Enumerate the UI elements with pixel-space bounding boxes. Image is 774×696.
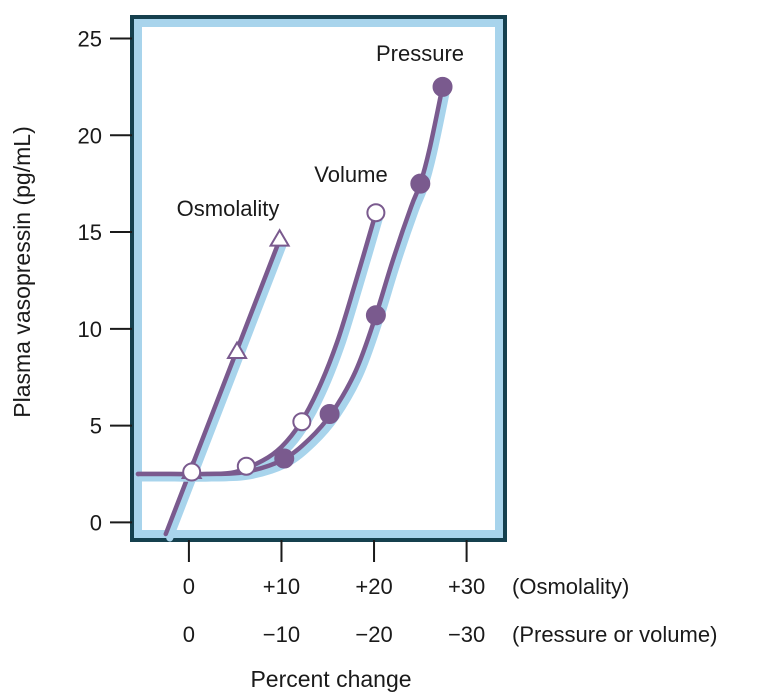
data-point-pressure-3 bbox=[365, 305, 386, 326]
data-point-pressure-1 bbox=[274, 448, 295, 469]
data-point-pressure-5 bbox=[432, 76, 453, 97]
series-label-osmolality: Osmolality bbox=[177, 196, 280, 221]
x-tick-label-row2-3: −20 bbox=[355, 622, 392, 647]
series-label-volume: Volume bbox=[314, 162, 387, 187]
y-axis: 0 5 10 15 20 25 bbox=[78, 26, 132, 535]
data-point-volume-2 bbox=[236, 456, 256, 476]
x-row-label-pressure-volume: (Pressure or volume) bbox=[512, 622, 717, 647]
x-row-label-osmolality: (Osmolality) bbox=[512, 574, 629, 599]
x-tick-label-row2-4: −30 bbox=[448, 622, 485, 647]
x-tick-label-row2-1: 0 bbox=[183, 622, 195, 647]
data-point-volume-3 bbox=[292, 412, 312, 432]
x-axis-title: Percent change bbox=[250, 666, 411, 692]
data-point-volume-4 bbox=[366, 203, 386, 223]
x-tick-label-row1-3: +20 bbox=[355, 574, 392, 599]
x-tick-label-row1-4: +30 bbox=[448, 574, 485, 599]
series-markers bbox=[180, 76, 453, 482]
series-halo-osmolality bbox=[166, 240, 288, 542]
x-tick-label-row1-1: 0 bbox=[183, 574, 195, 599]
data-point-volume-1 bbox=[182, 462, 202, 482]
data-point-osmolality-3 bbox=[268, 228, 291, 247]
y-tick-label-10: 10 bbox=[78, 317, 102, 342]
y-tick-label-5: 5 bbox=[90, 414, 102, 439]
series-label-pressure: Pressure bbox=[376, 41, 464, 66]
x-tick-label-row1-2: +10 bbox=[263, 574, 300, 599]
data-point-pressure-4 bbox=[410, 173, 431, 194]
y-axis-title: Plasma vasopressin (pg/mL) bbox=[9, 126, 35, 417]
series-line-osmolality bbox=[163, 237, 282, 537]
y-tick-label-15: 15 bbox=[78, 220, 102, 245]
y-tick-label-20: 20 bbox=[78, 123, 102, 148]
y-tick-label-0: 0 bbox=[90, 510, 102, 535]
y-tick-label-25: 25 bbox=[78, 26, 102, 51]
x-axis: 0 0 +10 −10 +20 −20 +30 −30 bbox=[183, 540, 485, 647]
x-tick-label-row2-2: −10 bbox=[263, 622, 300, 647]
data-point-pressure-2 bbox=[319, 403, 340, 424]
data-point-osmolality-2 bbox=[226, 340, 248, 359]
